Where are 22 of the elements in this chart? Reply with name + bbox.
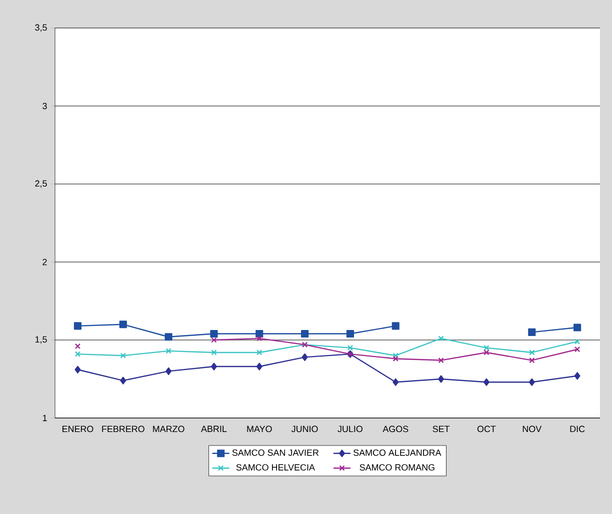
x-tick-label: NOV	[522, 426, 542, 432]
legend-label: SAMCO HELVECIA	[236, 464, 315, 471]
x-tick-label: ENERO	[62, 426, 94, 432]
x-tick-label: FEBRERO	[102, 426, 144, 432]
legend-label: SAMCO SAN JAVIER	[232, 449, 319, 456]
y-tick-label: 2,5	[35, 180, 47, 188]
x-tick-label: DIC	[570, 426, 585, 432]
y-tick-label: 1	[42, 414, 47, 422]
y-tick-label: 3	[42, 102, 47, 110]
y-tick-label: 2	[42, 258, 47, 266]
x-tick-label: ABRIL	[201, 426, 227, 432]
y-tick-label: 3,5	[35, 24, 47, 32]
x-tick-label: AGOS	[382, 426, 408, 432]
x-tick-label: MARZO	[153, 426, 184, 432]
legend-label: SAMCO ALEJANDRA	[354, 449, 442, 456]
x-tick-label: OCT	[477, 426, 496, 432]
x-tick-label: JUNIO	[291, 426, 318, 432]
x-tick-label: MAYO	[247, 426, 272, 432]
x-tick-label: JULIO	[338, 426, 362, 432]
x-tick-label: SET	[432, 426, 450, 432]
legend-label: SAMCO ROMANG	[360, 464, 434, 471]
y-tick-label: 1,5	[35, 336, 47, 344]
